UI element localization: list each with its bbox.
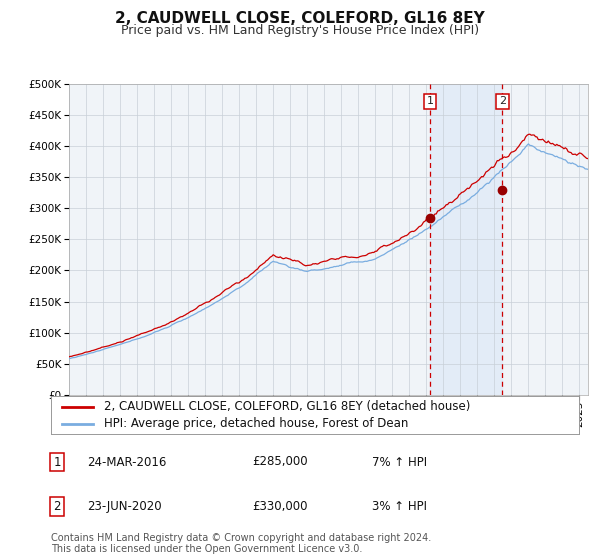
- Text: 2, CAUDWELL CLOSE, COLEFORD, GL16 8EY (detached house): 2, CAUDWELL CLOSE, COLEFORD, GL16 8EY (d…: [104, 400, 470, 413]
- Text: 2: 2: [53, 500, 61, 514]
- Text: 24-MAR-2016: 24-MAR-2016: [87, 455, 166, 469]
- Text: Contains HM Land Registry data © Crown copyright and database right 2024.: Contains HM Land Registry data © Crown c…: [51, 533, 431, 543]
- Text: 2, CAUDWELL CLOSE, COLEFORD, GL16 8EY: 2, CAUDWELL CLOSE, COLEFORD, GL16 8EY: [115, 11, 485, 26]
- Text: 3% ↑ HPI: 3% ↑ HPI: [372, 500, 427, 514]
- Text: This data is licensed under the Open Government Licence v3.0.: This data is licensed under the Open Gov…: [51, 544, 362, 554]
- Text: HPI: Average price, detached house, Forest of Dean: HPI: Average price, detached house, Fore…: [104, 417, 408, 431]
- Text: 1: 1: [53, 455, 61, 469]
- Text: 7% ↑ HPI: 7% ↑ HPI: [372, 455, 427, 469]
- Text: 1: 1: [427, 96, 434, 106]
- Text: £330,000: £330,000: [252, 500, 308, 514]
- Text: £285,000: £285,000: [252, 455, 308, 469]
- Text: 2: 2: [499, 96, 506, 106]
- Bar: [430, 84, 502, 395]
- Text: Price paid vs. HM Land Registry's House Price Index (HPI): Price paid vs. HM Land Registry's House …: [121, 24, 479, 36]
- Text: 23-JUN-2020: 23-JUN-2020: [87, 500, 161, 514]
